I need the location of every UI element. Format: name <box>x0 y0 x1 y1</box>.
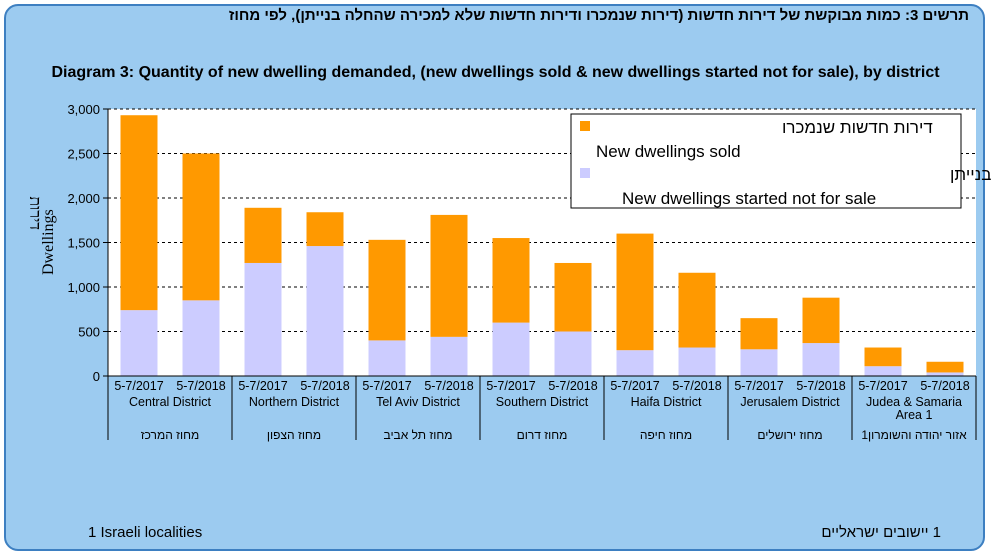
bar-sold <box>430 214 468 337</box>
bar-not-for-sale <box>120 310 158 376</box>
legend-label-sold-hebrew: דירות חדשות שנמכרו <box>782 118 933 137</box>
y-tick-label: 500 <box>78 325 100 340</box>
x-tick-label: 5-7/2017 <box>114 379 163 393</box>
group-label-hebrew: אזור יהודה והשומרון1 <box>861 428 967 442</box>
y-axis-label-english: Dwellings <box>40 209 57 275</box>
group-label-english: Jerusalem District <box>740 395 840 409</box>
bar-not-for-sale <box>740 349 778 376</box>
legend-label-not-for-sale-english: New dwellings started not for sale <box>622 189 876 208</box>
group-label-english: Judea & Samaria <box>866 395 962 409</box>
x-axis: 5-7/2017 5-7/2018 5-7/2017 5-7/2018 5-7/2017… <box>107 375 977 442</box>
bar-sold <box>306 212 344 247</box>
y-tick-label: 3,000 <box>67 102 100 117</box>
chart-title-hebrew: תרשים 3: כמות מבוקשת של דירות חדשות (דיר… <box>228 7 969 24</box>
bar-not-for-sale <box>802 343 840 376</box>
group-label-english: Southern District <box>496 395 589 409</box>
legend: דירות חדשות שנמכרו New dwellings sold די… <box>570 113 991 209</box>
bar-sold <box>740 318 778 350</box>
bar-sold <box>182 153 220 301</box>
x-tick-label: 5-7/2018 <box>176 379 225 393</box>
bar-sold <box>802 297 840 344</box>
bars <box>120 115 964 376</box>
x-tick-label: 5-7/2017 <box>858 379 907 393</box>
x-tick-label: 5-7/2017 <box>486 379 535 393</box>
group-label-hebrew: מחוז דרום <box>517 428 568 442</box>
group-label-english: Tel Aviv District <box>376 395 460 409</box>
bar-not-for-sale <box>616 350 654 376</box>
y-tick-label: 1,500 <box>67 236 100 251</box>
footnote-english: 1 Israeli localities <box>88 524 203 541</box>
x-tick-label: 5-7/2017 <box>610 379 659 393</box>
bar-not-for-sale <box>554 331 592 376</box>
bar-sold <box>368 239 406 341</box>
bar-not-for-sale <box>926 372 964 376</box>
group-label-hebrew: מחוז ירושלים <box>757 428 822 442</box>
x-tick-label: 5-7/2018 <box>672 379 721 393</box>
group-label-hebrew: מחוז הצפון <box>267 428 321 442</box>
group-label-hebrew: מחוז תל אביב <box>384 428 453 442</box>
x-tick-label: 5-7/2018 <box>796 379 845 393</box>
bar-not-for-sale <box>430 336 468 376</box>
bar-not-for-sale <box>244 262 282 376</box>
y-tick-label: 1,000 <box>67 280 100 295</box>
x-tick-label: 5-7/2017 <box>734 379 783 393</box>
bar-not-for-sale <box>182 300 220 376</box>
legend-swatch-sold <box>580 121 590 131</box>
x-tick-label: 5-7/2018 <box>920 379 969 393</box>
bar-not-for-sale <box>678 347 716 376</box>
group-label-english: Haifa District <box>631 395 702 409</box>
x-tick-label: 5-7/2017 <box>362 379 411 393</box>
y-axis-label-hebrew: דירות <box>26 196 43 230</box>
bar-sold <box>678 272 716 348</box>
bar-not-for-sale <box>368 340 406 376</box>
y-tick-label: 0 <box>93 369 100 384</box>
footnote-hebrew: 1 יישובים ישראליים <box>821 524 941 541</box>
bar-sold <box>244 207 282 263</box>
group-label-english: Central District <box>129 395 211 409</box>
x-tick-label: 5-7/2018 <box>424 379 473 393</box>
legend-box <box>570 113 962 209</box>
group-label-hebrew: מחוז חיפה <box>640 428 692 442</box>
legend-label-sold-english: New dwellings sold <box>596 142 741 161</box>
chart-title-english: Diagram 3: Quantity of new dwelling dema… <box>51 64 940 81</box>
x-tick-label: 5-7/2018 <box>548 379 597 393</box>
y-axis: 0 500 1,000 1,500 2,000 2,500 3,000 <box>67 102 109 384</box>
y-tick-label: 2,500 <box>67 147 100 162</box>
bar-sold <box>554 262 592 332</box>
x-tick-label: 5-7/2018 <box>300 379 349 393</box>
legend-swatch-not-for-sale <box>580 168 590 178</box>
bar-sold <box>492 238 530 323</box>
bar-not-for-sale <box>492 322 530 376</box>
bar-sold <box>616 233 654 351</box>
bar-sold <box>120 115 158 311</box>
bar-not-for-sale <box>864 366 902 376</box>
bar-sold <box>864 347 902 367</box>
bar-not-for-sale <box>306 246 344 376</box>
legend-label-not-for-sale-hebrew: דירות חדשות שלא למכירה שהחלה בנייתן <box>950 165 991 184</box>
group-label-english: Northern District <box>249 395 340 409</box>
bar-sold <box>926 361 964 373</box>
x-tick-label: 5-7/2017 <box>238 379 287 393</box>
y-tick-label: 2,000 <box>67 191 100 206</box>
group-label-english-line2: Area 1 <box>896 408 933 422</box>
group-label-hebrew: מחוז המרכז <box>141 428 200 442</box>
